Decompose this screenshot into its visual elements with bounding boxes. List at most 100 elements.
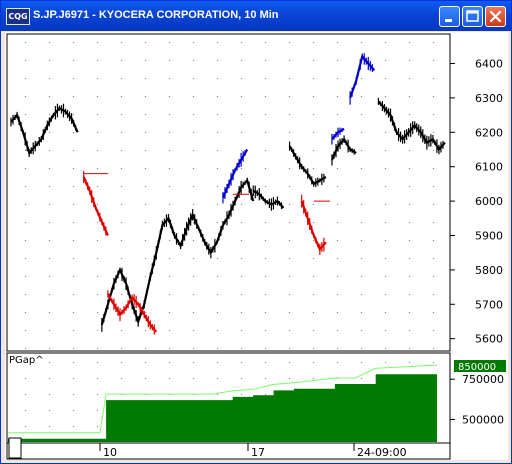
maximize-button[interactable] (462, 6, 483, 27)
grid-dot (49, 204, 50, 205)
grid-dot (337, 362, 338, 363)
grid-dot (385, 168, 386, 169)
indicator-tick-label: 750000 (462, 373, 504, 386)
price-tick-label: 6100 (475, 161, 503, 174)
grid-dot (385, 204, 386, 205)
grid-dot (193, 378, 194, 379)
indicator-series (8, 364, 438, 442)
grid-dot (361, 78, 362, 79)
grid-dot (313, 276, 314, 277)
grid-dot (409, 362, 410, 363)
grid-dot (337, 222, 338, 223)
grid-dot (25, 330, 26, 331)
grid-dot (433, 96, 434, 97)
chart-area[interactable]: 6400 6300 6200 6100 6000 5900 5800 5700 5600 PGa… (5, 32, 508, 460)
grid-dot (385, 330, 386, 331)
grid-dot (385, 150, 386, 151)
grid-dot (289, 132, 290, 133)
grid-dot (97, 240, 98, 241)
grid-dot (313, 78, 314, 79)
grid-dot (265, 294, 266, 295)
grid-dot (73, 78, 74, 79)
grid-dot (49, 114, 50, 115)
grid-dot (313, 240, 314, 241)
grid-dot (145, 348, 146, 349)
grid-dot (25, 114, 26, 115)
grid-dot (25, 78, 26, 79)
grid-dot (49, 426, 50, 427)
grid-dot (385, 362, 386, 363)
grid-dot (361, 222, 362, 223)
grid-dot (97, 394, 98, 395)
grid-dot (289, 96, 290, 97)
grid-dot (241, 276, 242, 277)
close-icon (489, 10, 502, 23)
grid-dot (313, 186, 314, 187)
grid-dot (433, 132, 434, 133)
grid-dot (97, 168, 98, 169)
title-bar[interactable]: CQG S.JP.J6971 - KYOCERA CORPORATION, 10… (1, 1, 511, 31)
grid-dot (433, 312, 434, 313)
grid-dot (409, 312, 410, 313)
grid-dot (265, 168, 266, 169)
grid-dot (217, 394, 218, 395)
grid-dot (169, 150, 170, 151)
grid-dot (385, 114, 386, 115)
grid-dot (241, 168, 242, 169)
grid-dot (265, 78, 266, 79)
indicator-y-axis: 750000 500000 (450, 373, 504, 426)
grid-dot (145, 78, 146, 79)
grid-dot (361, 132, 362, 133)
grid-dot (289, 258, 290, 259)
price-tick-label: 5600 (475, 333, 503, 346)
grid-dot (169, 378, 170, 379)
grid-dot (241, 330, 242, 331)
grid-dot (289, 168, 290, 169)
grid-dot (265, 348, 266, 349)
grid-dot (265, 312, 266, 313)
grid-dot (49, 132, 50, 133)
grid-dot (121, 60, 122, 61)
grid-dot (73, 276, 74, 277)
price-tick-label: 5900 (475, 229, 503, 242)
grid-dot (193, 60, 194, 61)
grid-dot (217, 362, 218, 363)
grid-dot (169, 42, 170, 43)
grid-dot (145, 150, 146, 151)
grid-dot (73, 96, 74, 97)
grid-dot (169, 330, 170, 331)
grid-dot (97, 60, 98, 61)
grid-dot (265, 204, 266, 205)
grid-dot (25, 150, 26, 151)
grid-dot (193, 114, 194, 115)
grid-dot (337, 186, 338, 187)
grid-dot (385, 96, 386, 97)
grid-dot (289, 222, 290, 223)
grid-dot (25, 204, 26, 205)
grid-dot (73, 312, 74, 313)
grid-dot (241, 312, 242, 313)
app-icon[interactable]: CQG (6, 8, 30, 25)
grid-dot (121, 186, 122, 187)
grid-dot (433, 330, 434, 331)
grid-dot (193, 330, 194, 331)
grid-dot (217, 96, 218, 97)
grid-dot (25, 258, 26, 259)
grid-dot (121, 78, 122, 79)
grid-dot (49, 168, 50, 169)
close-button[interactable] (485, 6, 506, 27)
grid-dot (409, 96, 410, 97)
grid-dot (49, 78, 50, 79)
grid-dot (217, 276, 218, 277)
grid-dot (265, 114, 266, 115)
grid-dot (337, 42, 338, 43)
minimize-button[interactable] (439, 6, 460, 27)
scroll-handle[interactable] (8, 437, 22, 459)
grid-dot (49, 294, 50, 295)
grid-dot (97, 348, 98, 349)
chart-canvas[interactable]: 6400 6300 6200 6100 6000 5900 5800 5700 5600 PGa… (5, 32, 508, 460)
grid-dot (361, 150, 362, 151)
price-plot-frame[interactable] (6, 33, 451, 352)
grid-dot (217, 168, 218, 169)
grid-dot (193, 78, 194, 79)
